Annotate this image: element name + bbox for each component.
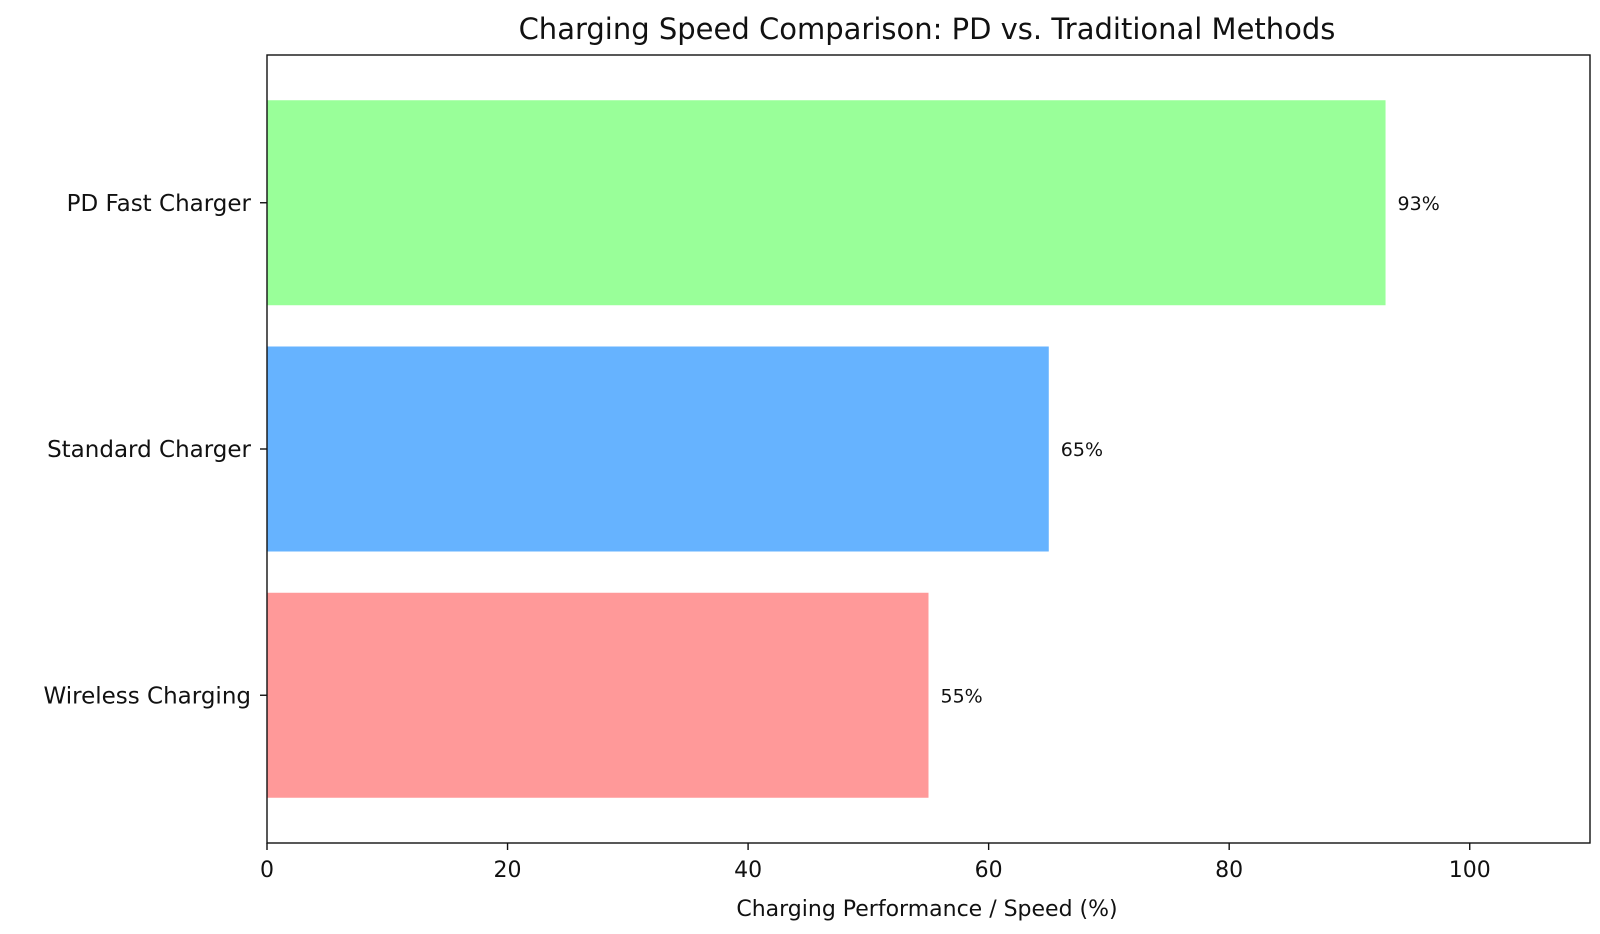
- x-axis-label: Charging Performance / Speed (%): [736, 897, 1117, 922]
- data-label: 65%: [1061, 439, 1103, 461]
- y-tick-label: PD Fast Charger: [67, 191, 252, 217]
- x-tick-label: 80: [1215, 858, 1243, 883]
- y-tick-label: Wireless Charging: [44, 683, 252, 709]
- x-tick-label: 100: [1449, 858, 1491, 883]
- plot-frame: [266, 54, 1591, 844]
- x-tick-label: 60: [975, 858, 1003, 883]
- bar-standard-charger: [267, 346, 1049, 552]
- data-label: 93%: [1398, 193, 1440, 215]
- chart-title: Charging Speed Comparison: PD vs. Tradit…: [519, 12, 1336, 46]
- bar-wireless-charging: [267, 592, 929, 798]
- x-tick-label: 40: [734, 858, 762, 883]
- y-tick-label: Standard Charger: [47, 437, 251, 463]
- x-tick-label: 20: [494, 858, 522, 883]
- bar-pd-fast-charger: [267, 100, 1386, 306]
- x-tick-label: 0: [260, 858, 274, 883]
- data-label: 55%: [941, 685, 983, 707]
